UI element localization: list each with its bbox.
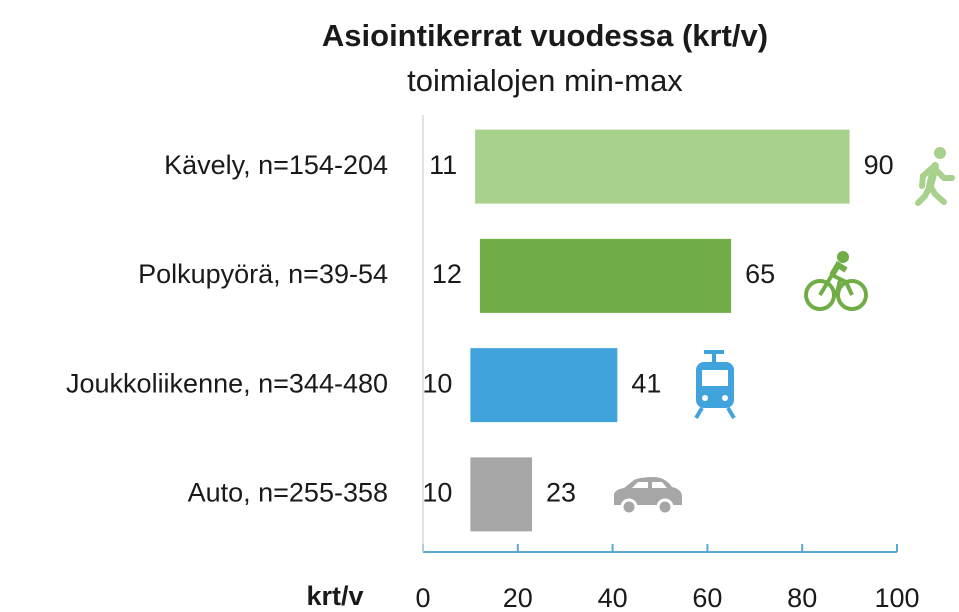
bar: [479, 238, 732, 313]
bike-icon: [804, 251, 868, 311]
x-axis-label: krt/v: [306, 581, 363, 611]
max-label: 90: [864, 150, 894, 180]
x-tick-label: 20: [503, 583, 533, 612]
max-label: 41: [631, 368, 661, 398]
car-icon: [614, 477, 682, 516]
min-label: 10: [422, 478, 452, 508]
min-label: 12: [432, 259, 462, 289]
max-label: 65: [745, 259, 775, 289]
walk-icon: [915, 147, 955, 206]
bar: [475, 129, 850, 204]
min-label: 10: [422, 368, 452, 398]
x-tick-label: 100: [874, 583, 919, 612]
x-tick-label: 40: [598, 583, 628, 612]
chart-title: Asiointikerrat vuodessa (krt/v): [322, 18, 768, 53]
category-label: Kävely, n=154-204: [164, 150, 388, 180]
tram-icon: [694, 350, 736, 420]
x-tick-label: 60: [692, 583, 722, 612]
min-label: 11: [429, 150, 457, 180]
category-label: Joukkoliikenne, n=344-480: [66, 368, 388, 398]
bar: [470, 348, 618, 423]
x-tick-label: 0: [415, 583, 430, 612]
x-tick-label: 80: [787, 583, 817, 612]
category-label: Auto, n=255-358: [188, 478, 388, 508]
chart-subtitle: toimialojen min-max: [407, 63, 683, 98]
bar: [470, 457, 533, 532]
max-label: 23: [546, 478, 576, 508]
category-label: Polkupyörä, n=39-54: [138, 259, 388, 289]
